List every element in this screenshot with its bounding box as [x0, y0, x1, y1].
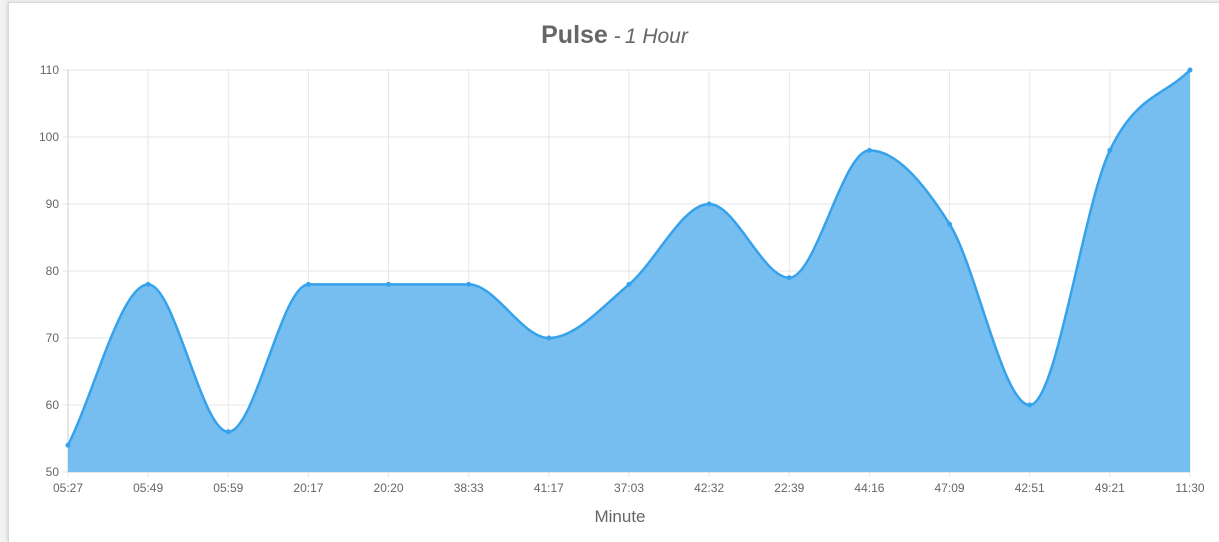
data-point: [1187, 67, 1193, 73]
y-tick-label: 80: [46, 264, 60, 278]
data-point: [866, 147, 872, 153]
x-tick-label: 20:20: [374, 481, 404, 495]
data-point: [706, 201, 712, 207]
x-tick-label: 38:33: [454, 481, 484, 495]
data-point: [145, 281, 151, 287]
x-tick-label: 05:49: [133, 481, 163, 495]
x-tick-label: 22:39: [774, 481, 804, 495]
data-point: [65, 442, 71, 448]
y-tick-label: 60: [46, 398, 60, 412]
data-point: [386, 281, 392, 287]
data-point: [1107, 147, 1113, 153]
x-tick-label: 11:30: [1175, 481, 1204, 495]
data-point: [546, 335, 552, 341]
x-tick-label: 20:17: [293, 481, 323, 495]
y-tick-label: 50: [46, 465, 60, 479]
data-point: [1027, 402, 1033, 408]
x-tick-label: 41:17: [534, 481, 564, 495]
y-tick-label: 70: [46, 331, 60, 345]
chart-subtitle: 1 Hour: [624, 25, 688, 48]
x-tick-label: 49:21: [1095, 481, 1125, 495]
x-tick-label: 44:16: [854, 481, 884, 495]
data-point: [466, 281, 472, 287]
x-tick-label: 42:51: [1015, 481, 1045, 495]
chart-title-separator: -: [613, 25, 621, 48]
y-tick-label: 110: [40, 63, 59, 77]
series-area-fill: [68, 70, 1190, 472]
y-tick-label: 100: [39, 130, 59, 144]
x-tick-label: 42:32: [694, 481, 724, 495]
chart-title: Pulse -1 Hour: [9, 21, 1219, 50]
chart-title-main: Pulse: [541, 21, 608, 49]
data-point: [225, 429, 231, 435]
x-tick-label: 05:59: [213, 481, 243, 495]
x-tick-label: 37:03: [614, 481, 644, 495]
x-axis-title: Minute: [594, 507, 645, 526]
data-point: [626, 281, 632, 287]
data-point: [947, 221, 953, 227]
y-tick-label: 90: [46, 197, 60, 211]
x-tick-label: 05:27: [53, 481, 83, 495]
x-tick-label: 47:09: [935, 481, 965, 495]
data-point: [305, 281, 311, 287]
data-point: [786, 275, 792, 281]
